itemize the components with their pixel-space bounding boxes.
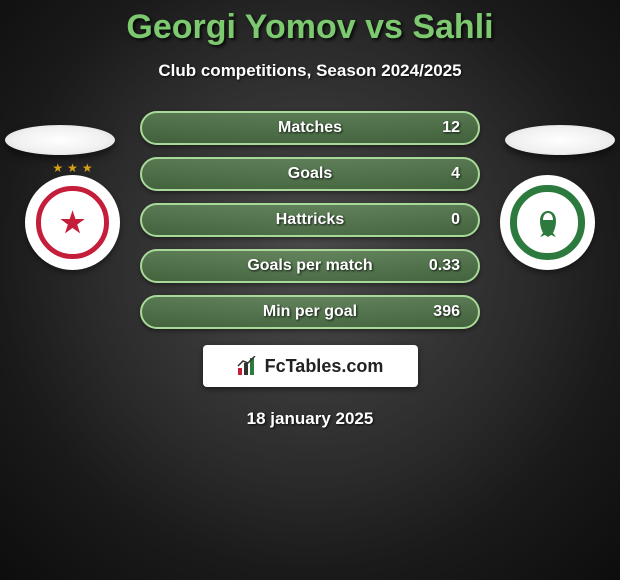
stat-row-goals: Goals 4 [140,157,480,191]
star-icon: ★ [52,161,63,175]
crest-outer-left: ★ ★ ★ ★ [25,175,120,270]
stat-label: Goals per match [247,257,372,275]
stat-label: Goals [288,165,332,183]
crest-inner-left: ★ [36,186,108,258]
stat-row-min-per-goal: Min per goal 396 [140,295,480,329]
stat-value: 4 [451,165,460,183]
stat-value: 0.33 [429,257,460,275]
season-subtitle: Club competitions, Season 2024/2025 [0,61,620,81]
crest-outer-right [500,175,595,270]
stat-row-matches: Matches 12 [140,111,480,145]
stat-value: 12 [442,119,460,137]
bar-chart-icon [237,356,259,376]
stat-label: Matches [278,119,342,137]
stats-list: Matches 12 Goals 4 Hattricks 0 Goals per… [140,111,480,329]
stat-value: 396 [433,303,460,321]
brand-box[interactable]: FcTables.com [203,345,418,387]
stat-row-hattricks: Hattricks 0 [140,203,480,237]
team-crest-left: ★ ★ ★ ★ [25,175,120,270]
content-container: Georgi Yomov vs Sahli Club competitions,… [0,0,620,580]
comparison-title: Georgi Yomov vs Sahli [0,8,620,47]
crest-stars-left: ★ ★ ★ [25,161,120,175]
crest-star-icon: ★ [60,206,85,239]
star-icon: ★ [67,161,78,175]
player-silhouette-left [5,125,115,155]
rooster-icon [528,203,568,243]
stat-label: Hattricks [276,211,344,229]
team-crest-right [500,175,595,270]
crest-inner-right [510,185,584,259]
stat-row-goals-per-match: Goals per match 0.33 [140,249,480,283]
date-label: 18 january 2025 [0,409,620,429]
brand-label: FcTables.com [265,356,384,377]
player-silhouette-right [505,125,615,155]
star-icon: ★ [82,161,93,175]
stat-label: Min per goal [263,303,357,321]
stat-value: 0 [451,211,460,229]
